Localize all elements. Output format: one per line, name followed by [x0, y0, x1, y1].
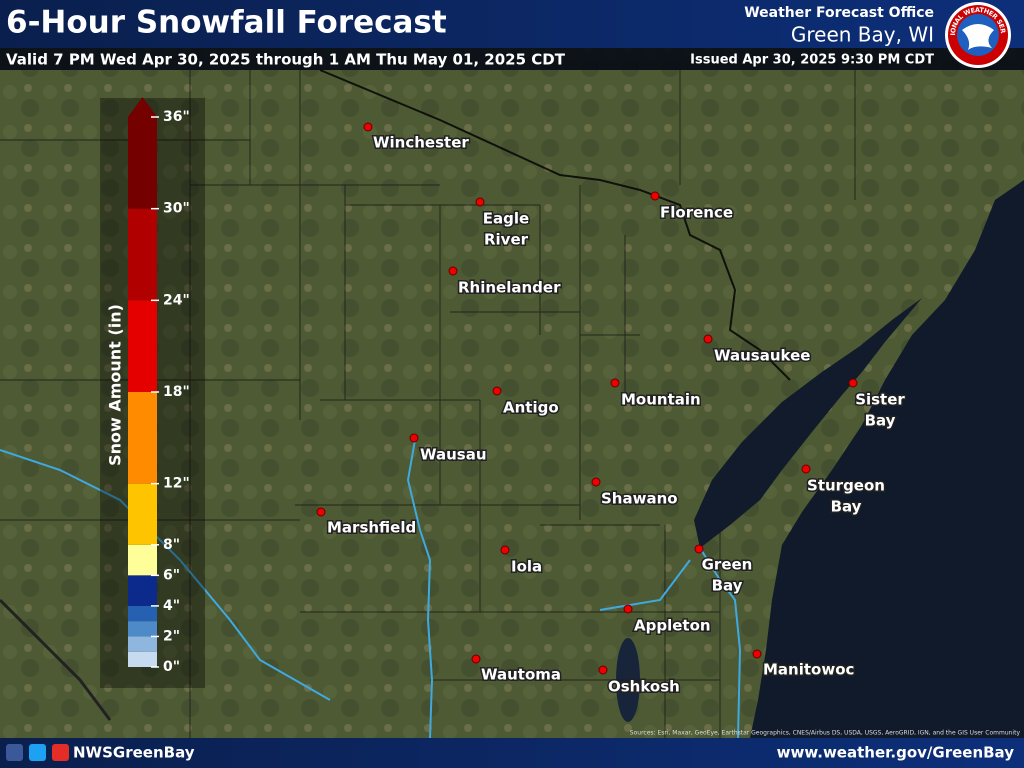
city-label: River	[484, 231, 529, 249]
office-line: Weather Forecast Office	[744, 5, 934, 21]
social-handle[interactable]: NWSGreenBay	[73, 744, 195, 762]
county-lines	[0, 69, 856, 738]
green-bay-water	[694, 298, 922, 548]
facebook-icon[interactable]	[6, 744, 23, 761]
city-dot	[752, 649, 762, 659]
city-dot	[363, 122, 373, 132]
city-dot	[409, 433, 419, 443]
cities: Winchester Eagle River Florence Rhinelander W…	[316, 122, 907, 697]
city-label: Eagle	[483, 210, 529, 228]
city-dot	[623, 604, 633, 614]
legend: Snow Amount (in) 0" 2" 4" 6" 8" 12" 18" 24" 30" 3…	[100, 97, 205, 688]
city-label: Manitowoc	[763, 661, 854, 679]
mississippi-border	[0, 598, 112, 721]
legend-tick-label: 0"	[163, 659, 180, 675]
subheader-bar	[0, 48, 1024, 70]
city-dot	[316, 507, 326, 517]
city-label: Wautoma	[481, 666, 561, 684]
legend-bin	[128, 605, 157, 622]
city-label: Rhinelander	[458, 279, 561, 297]
city-dot	[650, 191, 660, 201]
legend-title: Snow Amount (in)	[106, 304, 125, 466]
city-label: Antigo	[503, 399, 559, 417]
city-label: Iola	[511, 558, 542, 576]
legend-bin	[128, 651, 157, 667]
header-bar	[0, 0, 1024, 48]
city-dot	[703, 334, 713, 344]
city-dot	[471, 654, 481, 664]
valid-time: Valid 7 PM Wed Apr 30, 2025 through 1 AM…	[6, 51, 566, 69]
city-label: Mountain	[621, 391, 701, 409]
city-dot	[492, 386, 502, 396]
twitter-icon[interactable]	[29, 744, 46, 761]
city-dot	[610, 378, 620, 388]
city-label: Oshkosh	[608, 678, 680, 696]
city-label: Green	[702, 556, 753, 574]
legend-tick-label: 8"	[163, 537, 180, 553]
issued-time: Issued Apr 30, 2025 9:30 PM CDT	[690, 53, 934, 68]
city-label: Wausau	[420, 446, 487, 464]
city-label: Wausaukee	[714, 347, 810, 365]
city-label: Florence	[660, 204, 733, 222]
legend-bin	[128, 621, 157, 637]
legend-bin	[128, 544, 157, 576]
city-dot	[598, 665, 608, 675]
logo-cloud	[962, 24, 994, 50]
city-dot	[500, 545, 510, 555]
title: 6-Hour Snowfall Forecast	[6, 5, 447, 41]
sources: Sources: Esri, Maxar, GeoEye, Earthstar …	[630, 730, 1021, 737]
city-label: Sister	[855, 391, 905, 409]
legend-tick-label: 4"	[163, 598, 180, 614]
city-dot	[475, 197, 485, 207]
legend-tick-label: 6"	[163, 567, 180, 583]
office: Green Bay, WI	[791, 23, 934, 47]
legend-bin	[128, 300, 157, 392]
lake-michigan	[750, 180, 1024, 738]
city-label: Appleton	[634, 617, 711, 635]
footer-bar	[0, 738, 1024, 768]
city-dot	[801, 464, 811, 474]
legend-tick-label: 12"	[163, 476, 190, 492]
legend-arrow	[128, 97, 157, 117]
website[interactable]: www.weather.gov/GreenBay	[777, 744, 1015, 762]
city-dot	[448, 266, 458, 276]
city-label: Winchester	[373, 134, 469, 152]
youtube-icon[interactable]	[52, 744, 69, 761]
city-dot	[848, 378, 858, 388]
city-label: Sturgeon	[807, 477, 885, 495]
city-label: Bay	[831, 498, 862, 516]
legend-tick-label: 2"	[163, 628, 180, 644]
legend-bin	[128, 483, 157, 545]
city-label: Marshfield	[327, 519, 416, 537]
legend-tick-label: 36"	[163, 109, 190, 125]
city-dot	[694, 544, 704, 554]
rivers	[0, 439, 742, 739]
legend-bin	[128, 392, 157, 484]
legend-tick-label: 18"	[163, 384, 190, 400]
legend-bin	[128, 117, 157, 209]
legend-bin	[128, 575, 157, 606]
city-label: Bay	[712, 577, 743, 595]
city-label: Shawano	[601, 490, 678, 508]
legend-tick-label: 24"	[163, 292, 190, 308]
city-label: Bay	[865, 412, 896, 430]
legend-bin	[128, 636, 157, 652]
legend-bin	[128, 208, 157, 301]
city-dot	[591, 477, 601, 487]
legend-tick-label: 30"	[163, 201, 190, 217]
